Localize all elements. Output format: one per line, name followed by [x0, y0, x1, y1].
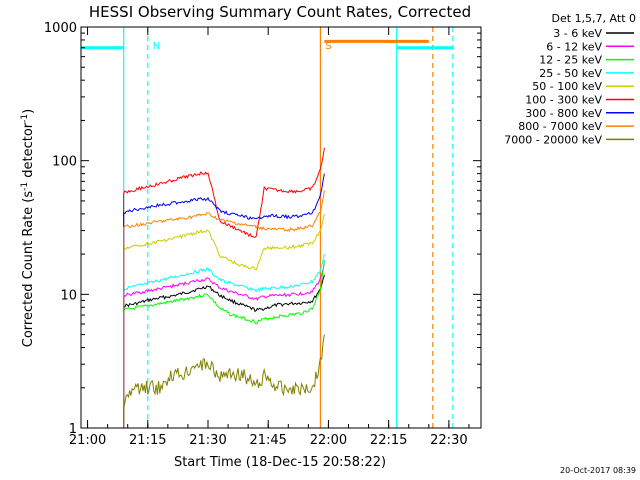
x-tick-label: 21:15 — [129, 433, 166, 448]
series-line-2 — [123, 260, 325, 428]
legend-label: 50 - 100 keV — [532, 80, 602, 93]
x-tick-label: 22:30 — [430, 433, 467, 448]
marker-label: S — [325, 41, 331, 52]
chart-title: HESSI Observing Summary Count Rates, Cor… — [89, 3, 471, 21]
x-tick-label: 22:15 — [370, 433, 407, 448]
legend-title: Det 1,5,7, Att 0 — [552, 12, 636, 25]
x-tick-label: 22:00 — [310, 433, 347, 448]
series-line-7 — [123, 190, 325, 428]
y-axis-label: Corrected Count Rate (s-1 detector-1) — [20, 109, 36, 347]
y-tick-label: 10 — [60, 288, 77, 303]
x-tick-label: 21:30 — [189, 433, 226, 448]
y-tick-label: 100 — [52, 155, 77, 170]
series-line-1 — [123, 263, 325, 428]
x-axis: 21:00 21:15 21:30 21:45 22:00 22:15 22:30 — [69, 27, 470, 448]
y-axis: 1 10 100 1000 — [44, 21, 481, 437]
plot-frame — [80, 26, 482, 429]
series-line-8 — [123, 334, 325, 428]
x-tick-label: 21:00 — [69, 433, 106, 448]
y-axis-label-sup1: -1 — [20, 182, 30, 191]
x-axis-label: Start Time (18-Dec-15 20:58:22) — [174, 455, 386, 470]
series-line-3 — [123, 253, 325, 428]
y-tick-label: 1 — [69, 422, 77, 437]
series-line-0 — [123, 274, 325, 428]
y-axis-label-main: Corrected Count Rate (s — [21, 191, 36, 348]
legend-label: 300 - 800 keV — [525, 107, 602, 120]
legend-label: 100 - 300 keV — [525, 94, 602, 107]
series-line-6 — [123, 173, 325, 428]
series-lines — [123, 147, 325, 428]
series-line-4 — [123, 213, 325, 428]
legend-label: 12 - 25 keV — [539, 54, 602, 67]
y-axis-label-sup2: -1 — [20, 114, 30, 123]
y-tick-label: 1000 — [44, 21, 77, 36]
legend-label: 25 - 50 keV — [539, 67, 602, 80]
y-axis-label-mid: detector — [21, 122, 36, 182]
legend-label: 3 - 6 keV — [553, 27, 602, 40]
legend-label: 7000 - 20000 keV — [504, 133, 602, 146]
legend-label: 800 - 7000 keV — [518, 120, 602, 133]
marker-label: N — [153, 41, 160, 52]
series-line-5 — [123, 147, 325, 428]
y-axis-label-end: ) — [21, 109, 36, 114]
timestamp: 20-Oct-2017 08:39 — [560, 466, 636, 475]
x-tick-label: 21:45 — [249, 433, 286, 448]
legend-label: 6 - 12 keV — [546, 40, 602, 53]
